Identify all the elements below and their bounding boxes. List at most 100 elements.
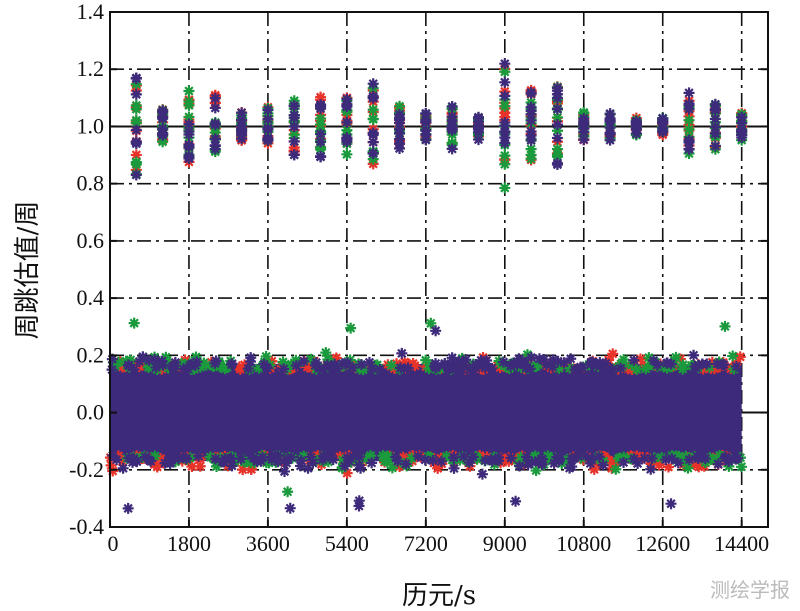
- noise-point: [653, 459, 665, 471]
- noise-point: [513, 460, 525, 472]
- noise-point: [730, 360, 742, 372]
- x-tick-label: 10800: [556, 531, 611, 556]
- noise-point: [184, 359, 196, 371]
- noise-point: [278, 363, 290, 375]
- cycle-slip-point: [525, 115, 537, 127]
- noise-point: [155, 453, 167, 465]
- noise-point: [357, 364, 369, 376]
- noise-point: [345, 322, 357, 334]
- cycle-slip-point: [683, 123, 695, 135]
- cycle-slip-point: [236, 114, 248, 126]
- noise-point: [494, 361, 506, 373]
- noise-point: [692, 359, 704, 371]
- noise-point: [321, 359, 333, 371]
- cycle-slip-point: [157, 111, 169, 123]
- cycle-slip-point: [420, 107, 432, 119]
- noise-point: [705, 453, 717, 465]
- cycle-slip-point: [551, 92, 563, 104]
- noise-point: [580, 450, 592, 462]
- noise-point: [256, 451, 268, 463]
- noise-point: [594, 357, 606, 369]
- noise-point: [597, 459, 609, 471]
- cycle-slip-point: [341, 93, 353, 105]
- noise-point: [706, 356, 718, 368]
- noise-point: [479, 455, 491, 467]
- noise-point: [521, 451, 533, 463]
- noise-point: [282, 486, 294, 498]
- noise-point: [126, 456, 138, 468]
- cycle-slip-point: [499, 90, 511, 102]
- plot-frame: [109, 11, 769, 528]
- cycle-slip-point: [499, 126, 511, 138]
- noise-point: [479, 362, 491, 374]
- noise-point: [277, 356, 289, 368]
- noise-point: [294, 460, 306, 472]
- noise-point: [219, 453, 231, 465]
- cycle-slip-point: [683, 134, 695, 146]
- noise-point: [329, 358, 341, 370]
- noise-point: [427, 454, 439, 466]
- cycle-slip-point: [183, 152, 195, 164]
- cycle-slip-point: [657, 117, 669, 129]
- cycle-slip-point: [499, 100, 511, 112]
- cycle-slip-point: [499, 66, 511, 78]
- noise-point: [672, 457, 684, 469]
- cycle-slip-point: [262, 113, 274, 125]
- noise-point: [366, 362, 378, 374]
- noise-point: [593, 451, 605, 463]
- noise-point: [382, 450, 394, 462]
- noise-point: [536, 458, 548, 470]
- y-tick-label: 0.4: [77, 285, 105, 310]
- noise-point: [661, 357, 673, 369]
- noise-point: [511, 359, 523, 371]
- cycle-slip-point: [236, 107, 248, 119]
- noise-point: [607, 348, 619, 360]
- cycle-slip-point: [736, 126, 748, 138]
- noise-point: [285, 451, 297, 463]
- noise-point: [640, 363, 652, 375]
- cycle-slip-point: [341, 132, 353, 144]
- cycle-slip-point: [499, 119, 511, 131]
- cycle-slip-point: [183, 118, 195, 130]
- noise-point: [253, 362, 265, 374]
- cycle-slip-point: [130, 149, 142, 161]
- cycle-slip-point: [367, 153, 379, 165]
- noise-point: [347, 450, 359, 462]
- noise-point: [386, 462, 398, 474]
- noise-point: [298, 450, 310, 462]
- noise-point: [317, 450, 329, 462]
- noise-point: [345, 358, 357, 370]
- noise-point: [613, 453, 625, 465]
- cycle-slip-point: [736, 132, 748, 144]
- cycle-slip-point: [551, 132, 563, 144]
- noise-point: [194, 453, 206, 465]
- noise-point: [530, 465, 542, 477]
- noise-point: [513, 353, 525, 365]
- noise-point: [735, 461, 747, 473]
- noise-point: [651, 359, 663, 371]
- noise-point: [626, 359, 638, 371]
- cycle-slip-point: [551, 111, 563, 123]
- noise-point: [226, 460, 238, 472]
- noise-point: [226, 358, 238, 370]
- cycle-slip-point: [315, 119, 327, 131]
- noise-point: [353, 459, 365, 471]
- noise-point: [169, 356, 181, 368]
- noise-point: [107, 450, 119, 462]
- cycle-slip-point: [578, 115, 590, 127]
- noise-point: [628, 453, 640, 465]
- noise-point: [530, 360, 542, 372]
- noise-point: [128, 363, 140, 375]
- noise-point: [575, 361, 586, 373]
- noise-point: [355, 359, 367, 371]
- noise-point: [180, 453, 192, 465]
- noise-point: [245, 352, 257, 364]
- cycle-slip-point: [736, 111, 748, 123]
- noise-point: [284, 502, 296, 514]
- noise-point: [379, 455, 391, 467]
- cycle-slip-point: [367, 147, 379, 159]
- x-tick-label: 5400: [325, 531, 369, 556]
- noise-point: [266, 355, 278, 367]
- noise-point: [400, 458, 412, 470]
- noise-point: [111, 454, 123, 466]
